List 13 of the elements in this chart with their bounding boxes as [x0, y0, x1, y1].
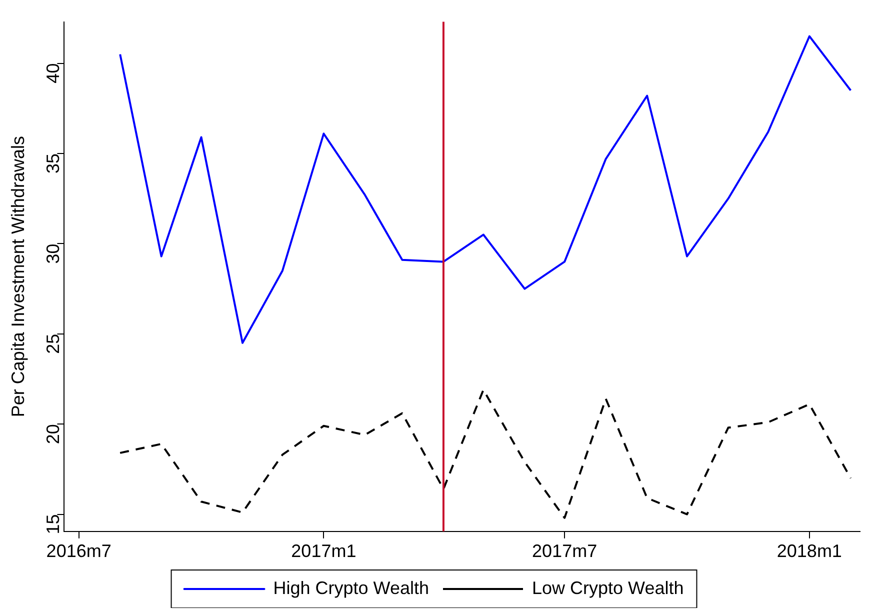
- y-tick-label: 25: [43, 334, 64, 354]
- legend-label: High Crypto Wealth: [273, 578, 429, 598]
- y-tick-label: 15: [43, 514, 64, 534]
- legend-label: Low Crypto Wealth: [532, 578, 684, 598]
- y-axis-title: Per Capita Investment Withdrawals: [8, 136, 28, 418]
- y-tick-label: 20: [43, 424, 64, 444]
- y-tick-label: 40: [43, 63, 64, 84]
- x-tick-label: 2017m1: [291, 541, 356, 562]
- y-tick-label: 35: [43, 153, 64, 174]
- x-tick-label: 2016m7: [46, 541, 112, 562]
- x-tick-label: 2018m1: [776, 541, 842, 562]
- y-tick-label: 30: [43, 244, 64, 264]
- x-tick-label: 2017m7: [532, 541, 598, 562]
